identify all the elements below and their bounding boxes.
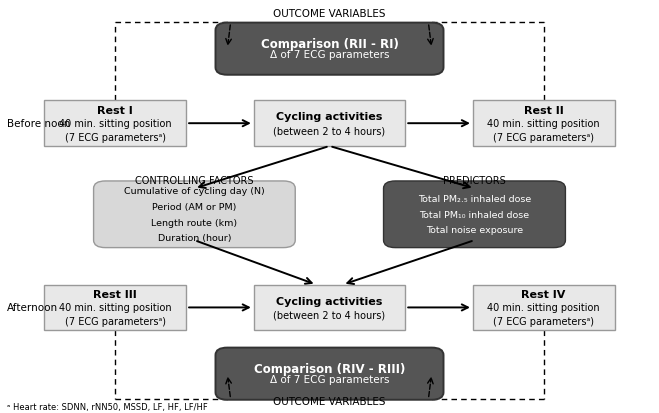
Text: Period (AM or PM): Period (AM or PM) xyxy=(152,202,237,211)
Text: Comparison (RII - RI): Comparison (RII - RI) xyxy=(260,38,399,50)
Text: Δ of 7 ECG parameters: Δ of 7 ECG parameters xyxy=(270,374,389,385)
Text: Before noon: Before noon xyxy=(7,119,70,129)
FancyBboxPatch shape xyxy=(44,285,186,330)
Text: Total noise exposure: Total noise exposure xyxy=(426,226,523,235)
Text: Total PM₂.₅ inhaled dose: Total PM₂.₅ inhaled dose xyxy=(418,195,531,204)
Text: ᵃ Heart rate: SDNN, rNN50, MSSD, LF, HF, LF/HF: ᵃ Heart rate: SDNN, rNN50, MSSD, LF, HF,… xyxy=(7,402,208,411)
FancyBboxPatch shape xyxy=(254,285,405,330)
Text: Duration (hour): Duration (hour) xyxy=(158,233,231,242)
Text: Total PM₁₀ inhaled dose: Total PM₁₀ inhaled dose xyxy=(419,210,530,219)
Text: (between 2 to 4 hours): (between 2 to 4 hours) xyxy=(273,126,386,136)
Text: PREDICTORS: PREDICTORS xyxy=(443,176,506,186)
Text: Comparison (RIV - RIII): Comparison (RIV - RIII) xyxy=(254,362,405,375)
FancyBboxPatch shape xyxy=(473,101,614,147)
Text: Cycling activities: Cycling activities xyxy=(276,296,383,306)
Text: (7 ECG parametersᵃ): (7 ECG parametersᵃ) xyxy=(493,133,594,142)
Text: Length route (km): Length route (km) xyxy=(152,218,237,227)
Text: Δ of 7 ECG parameters: Δ of 7 ECG parameters xyxy=(270,50,389,60)
Text: 40 min. sitting position: 40 min. sitting position xyxy=(488,119,600,129)
Text: (between 2 to 4 hours): (between 2 to 4 hours) xyxy=(273,309,386,320)
Text: Rest I: Rest I xyxy=(98,105,133,115)
FancyBboxPatch shape xyxy=(473,285,614,330)
Text: Rest IV: Rest IV xyxy=(521,289,566,299)
Text: (7 ECG parametersᵃ): (7 ECG parametersᵃ) xyxy=(65,133,166,142)
Text: Afternoon: Afternoon xyxy=(7,303,58,313)
FancyBboxPatch shape xyxy=(254,101,405,147)
Text: (7 ECG parametersᵃ): (7 ECG parametersᵃ) xyxy=(65,316,166,326)
Text: Cumulative of cycling day (N): Cumulative of cycling day (N) xyxy=(124,187,265,196)
Text: (7 ECG parametersᵃ): (7 ECG parametersᵃ) xyxy=(493,316,594,326)
Text: OUTCOME VARIABLES: OUTCOME VARIABLES xyxy=(273,9,386,19)
Text: Rest III: Rest III xyxy=(94,289,137,299)
FancyBboxPatch shape xyxy=(94,182,295,248)
FancyBboxPatch shape xyxy=(384,182,565,248)
Text: Cycling activities: Cycling activities xyxy=(276,112,383,122)
Text: CONTROLLING FACTORS: CONTROLLING FACTORS xyxy=(135,176,254,186)
FancyBboxPatch shape xyxy=(215,348,444,400)
Text: 40 min. sitting position: 40 min. sitting position xyxy=(488,303,600,313)
Text: 40 min. sitting position: 40 min. sitting position xyxy=(59,303,171,313)
Text: OUTCOME VARIABLES: OUTCOME VARIABLES xyxy=(273,396,386,406)
Text: Rest II: Rest II xyxy=(524,105,563,115)
Text: 40 min. sitting position: 40 min. sitting position xyxy=(59,119,171,129)
FancyBboxPatch shape xyxy=(215,24,444,76)
FancyBboxPatch shape xyxy=(44,101,186,147)
